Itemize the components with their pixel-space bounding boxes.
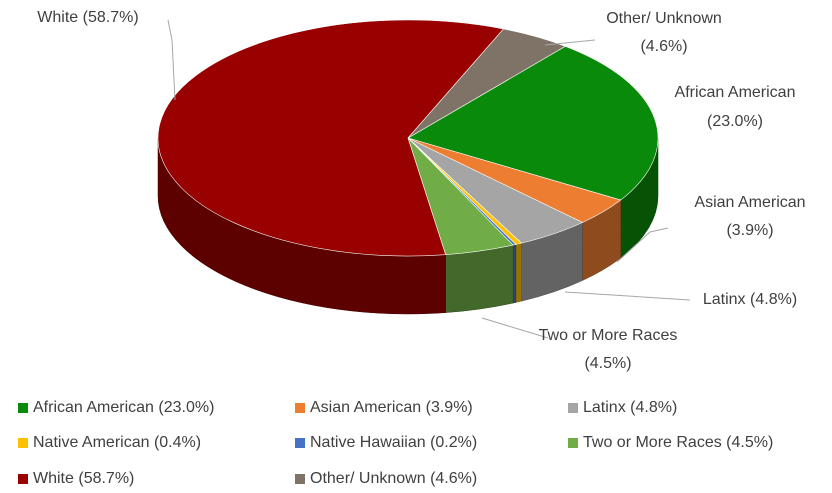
legend-value: (0.2%): [430, 434, 477, 451]
legend-label: Latinx (4.8%): [583, 399, 677, 416]
legend-label: Two or More Races (4.5%): [583, 434, 773, 451]
data-label: White (58.7%): [37, 9, 138, 26]
leader-line: [167, 19, 176, 101]
data-label-category: African American: [675, 84, 796, 101]
legend-value: (4.5%): [726, 434, 773, 451]
pie-side: [515, 242, 522, 303]
data-label-value: (23.0%): [707, 113, 763, 130]
data-label: African American (23.0%): [675, 84, 796, 130]
legend-swatch: [295, 403, 305, 413]
data-label: Asian American (3.9%): [694, 194, 805, 239]
data-label-value: (58.7%): [83, 9, 139, 26]
legend-category: White: [33, 470, 74, 487]
legend-label: African American (23.0%): [33, 399, 214, 416]
legend-label: Native American (0.4%): [33, 434, 201, 451]
legend-swatch: [18, 474, 28, 484]
legend: African American (23.0%) Asian American (…: [18, 399, 773, 487]
pie-slice: [157, 19, 505, 257]
legend-category: Asian American: [310, 399, 421, 416]
legend-category: Latinx: [583, 399, 626, 416]
legend-label: Other/ Unknown (4.6%): [310, 470, 477, 487]
leader-line: [544, 39, 596, 46]
pie: [157, 19, 659, 315]
legend-value: (3.9%): [426, 399, 473, 416]
legend-label: Asian American (3.9%): [310, 399, 473, 416]
legend-value: (0.4%): [154, 434, 201, 451]
leader-line: [481, 317, 549, 339]
legend-label: White (58.7%): [33, 470, 134, 487]
legend-category: Native Hawaiian: [310, 434, 426, 451]
pie-slice: [407, 28, 567, 139]
legend-value: (4.8%): [630, 399, 677, 416]
legend-value: (58.7%): [78, 470, 134, 487]
data-label-category: White: [37, 9, 78, 26]
legend-swatch: [568, 403, 578, 413]
legend-category: Other/ Unknown: [310, 470, 426, 487]
legend-category: Two or More Races: [583, 434, 722, 451]
pie-side: [445, 244, 514, 313]
legend-category: Native American: [33, 434, 150, 451]
data-labels: African American (23.0%) Asian American (3.…: [37, 9, 805, 372]
legend-label: Native Hawaiian (0.2%): [310, 434, 477, 451]
legend-value: (23.0%): [158, 399, 214, 416]
legend-swatch: [18, 438, 28, 448]
leader-line: [616, 227, 669, 263]
legend-value: (4.6%): [430, 470, 477, 487]
legend-swatch: [18, 403, 28, 413]
legend-swatch: [568, 438, 578, 448]
data-label: Two or More Races (4.5%): [539, 327, 678, 372]
data-label-category: Asian American: [694, 194, 805, 211]
pie-slice: [407, 45, 659, 201]
data-label-value: (3.9%): [726, 222, 773, 239]
data-label-value: (4.8%): [750, 291, 797, 308]
data-label-category: Latinx: [703, 291, 746, 308]
legend-swatch: [295, 474, 305, 484]
leader-lines: [167, 19, 691, 339]
legend-category: African American: [33, 399, 154, 416]
pie-side: [512, 244, 517, 304]
data-label-category: Other/ Unknown: [606, 10, 722, 27]
legend-swatch: [295, 438, 305, 448]
data-label-category: Two or More Races: [539, 327, 678, 344]
data-label: Other/ Unknown (4.6%): [606, 10, 722, 55]
data-label-value: (4.5%): [584, 355, 631, 372]
data-label: Latinx (4.8%): [703, 291, 797, 308]
data-label-value: (4.6%): [640, 38, 687, 55]
leader-line: [564, 291, 691, 301]
pie-sides: [157, 137, 659, 315]
